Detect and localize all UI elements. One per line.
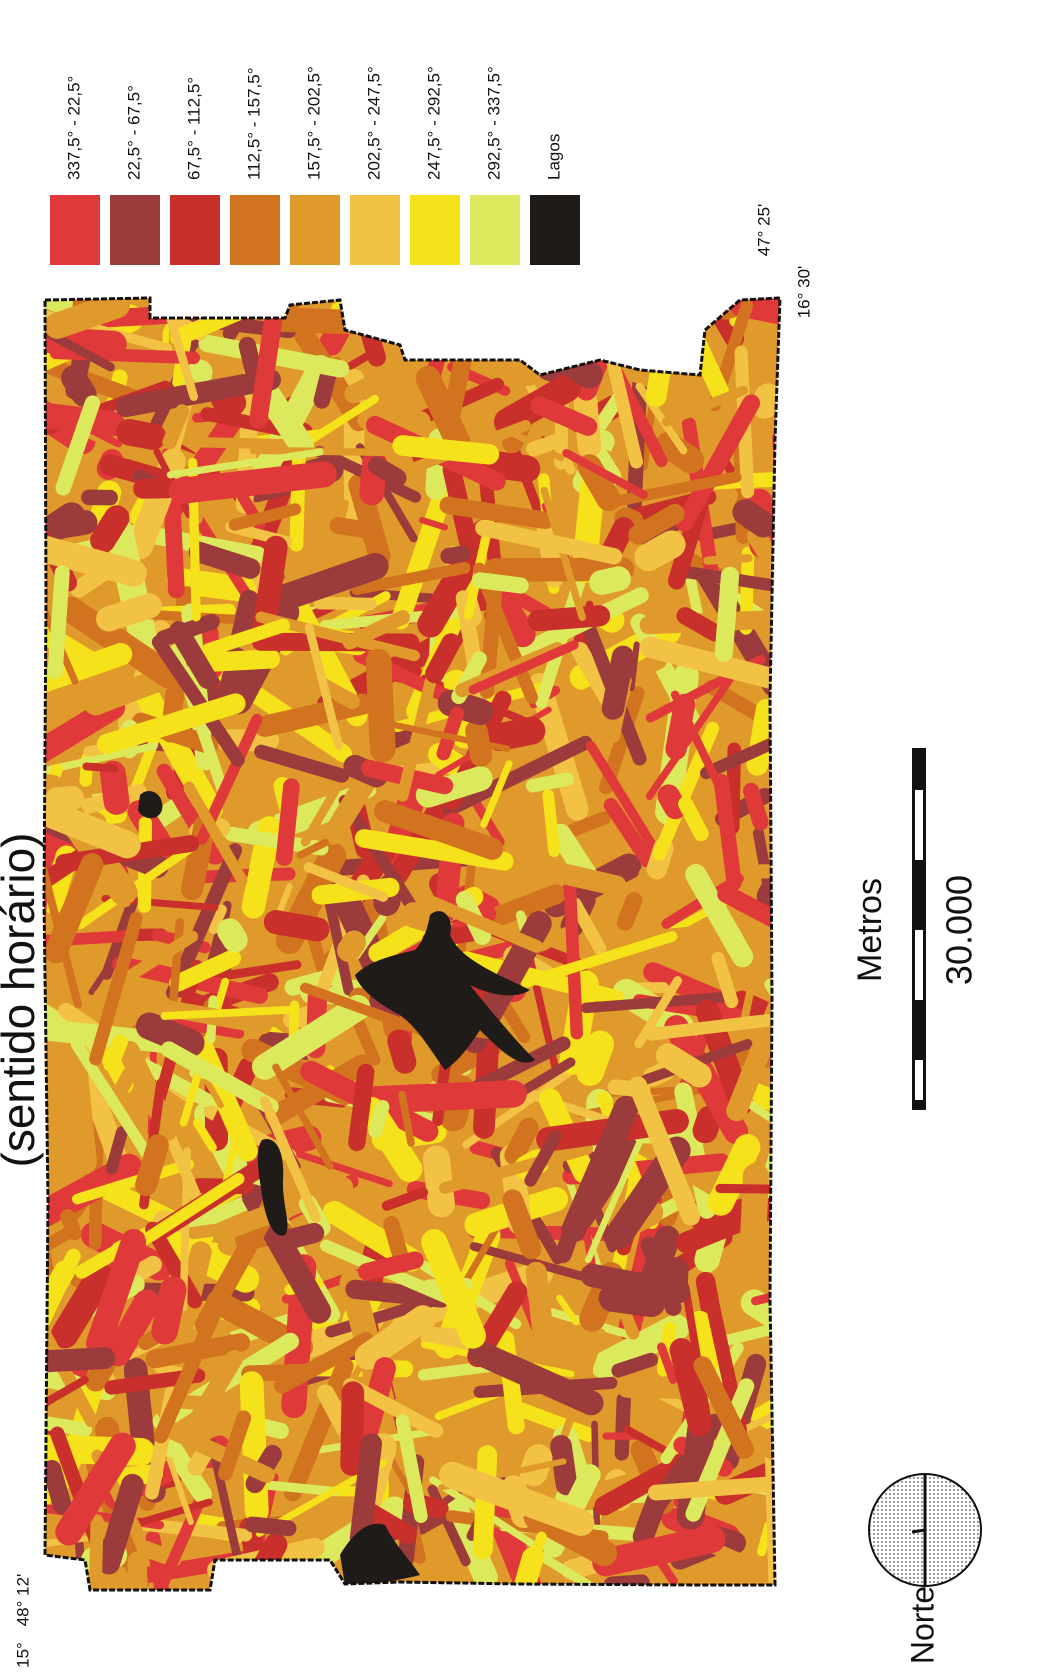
legend-swatch <box>470 195 520 265</box>
scale-distance: 30.000 <box>939 875 980 985</box>
legend-swatch <box>110 195 160 265</box>
terrain-band <box>23 1434 155 1466</box>
terrain-band <box>564 317 597 362</box>
terrain-band <box>432 278 564 363</box>
terrain-band <box>314 597 377 611</box>
legend-label: 112,5° - 157,5° <box>244 67 263 180</box>
map-figure: (sentido horário) 337,5° - 22,5° 22,5° - … <box>0 0 1047 1674</box>
legend-label: 157,5° - 202,5° <box>304 66 323 180</box>
legend-swatch <box>230 195 280 265</box>
legend-swatch <box>290 195 340 265</box>
legend-swatch <box>50 195 100 265</box>
scale-bar-segment <box>915 790 923 860</box>
legend-swatch <box>350 195 400 265</box>
aspect-map <box>0 221 854 1646</box>
terrain-band <box>365 648 396 763</box>
terrain-band <box>267 307 372 335</box>
scale-bar <box>912 748 926 1110</box>
legend-label: 292,5° - 337,5° <box>484 66 503 180</box>
terrain-band <box>715 1184 841 1195</box>
legend-label: Lagos <box>544 134 563 180</box>
legend-label: 22,5° - 67,5° <box>124 85 143 180</box>
north-arrow <box>869 1474 981 1586</box>
scale-bar-segment <box>915 1060 923 1100</box>
legend-label: 337,5° - 22,5° <box>64 76 83 180</box>
page: { "title": "(sentido horário)", "legend"… <box>0 0 1047 1674</box>
legend-label: 247,5° - 292,5° <box>424 66 443 180</box>
north-label: Norte <box>904 1586 940 1664</box>
legend: 337,5° - 22,5° 22,5° - 67,5° 67,5° - 112,5… <box>50 66 580 265</box>
legend-label: 67,5° - 112,5° <box>184 77 203 180</box>
terrain-band <box>469 292 589 347</box>
coordinate-label: 47° 25' <box>754 204 773 257</box>
terrain-band <box>738 1162 769 1278</box>
terrain-band <box>81 489 118 505</box>
terrain-band <box>663 286 774 296</box>
legend-swatch <box>530 195 580 265</box>
terrain-band <box>557 278 676 340</box>
coordinate-label: 16° 30' <box>794 266 813 319</box>
terrain-band <box>89 1514 103 1579</box>
title: (sentido horário) <box>0 833 44 1168</box>
legend-swatch <box>410 195 460 265</box>
coordinate-label: 48° 12' <box>13 1574 32 1627</box>
coordinate-label: 15° <box>13 1642 32 1668</box>
legend-label: 202,5° - 247,5° <box>364 66 383 180</box>
scale-bar-segment <box>915 930 923 1000</box>
scale-unit: Metros <box>851 878 889 982</box>
compass-needle <box>912 1530 925 1532</box>
terrain-band <box>330 276 430 316</box>
legend-swatch <box>170 195 220 265</box>
